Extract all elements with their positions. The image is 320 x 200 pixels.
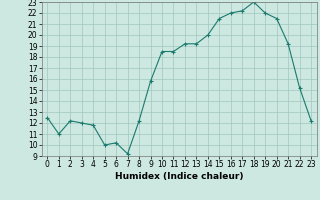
X-axis label: Humidex (Indice chaleur): Humidex (Indice chaleur) — [115, 172, 244, 181]
